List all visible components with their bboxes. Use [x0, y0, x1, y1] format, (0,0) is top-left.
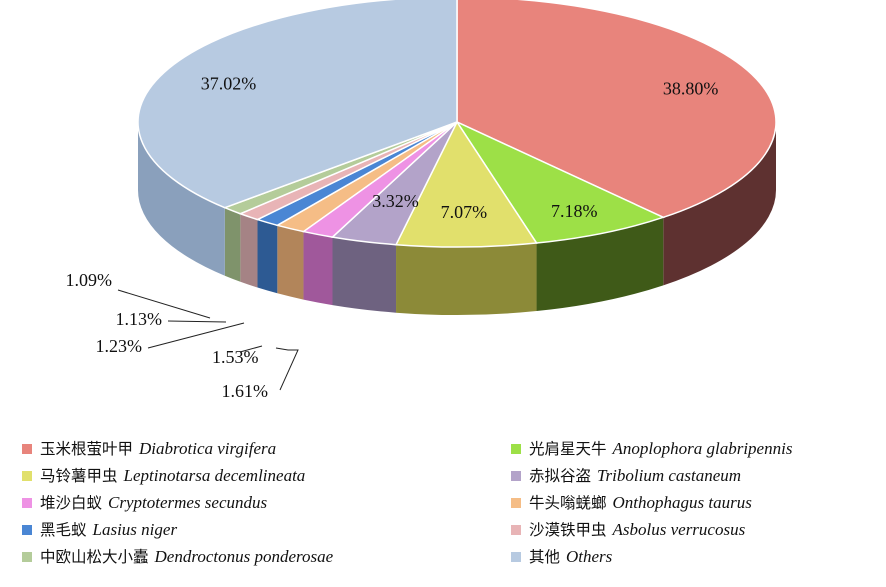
legend-item: 黑毛蚁 Lasius niger — [22, 517, 177, 543]
data-label-4: 3.32% — [372, 191, 419, 211]
data-label-9: 1.09% — [66, 270, 113, 290]
data-label-10: 37.02% — [201, 73, 257, 93]
legend-item: 堆沙白蚁 Cryptotermes secundus — [22, 490, 267, 516]
legend-swatch — [511, 471, 521, 481]
leader-line-5 — [275, 347, 299, 391]
leader-line-8 — [167, 320, 227, 323]
data-label-3: 7.07% — [441, 202, 488, 222]
pie-side-3 — [396, 243, 537, 315]
legend-chinese-name: 堆沙白蚁 — [40, 494, 103, 512]
legend-chinese-name: 黑毛蚁 — [40, 521, 87, 539]
legend-swatch — [511, 498, 521, 508]
legend-item: 光肩星天牛 Anoplophora glabripennis — [511, 436, 792, 462]
pie-top-faces — [137, 0, 777, 248]
pie-side-walls — [138, 122, 776, 315]
legend-item: 马铃薯甲虫 Leptinotarsa decemlineata — [22, 463, 305, 489]
legend-swatch — [511, 525, 521, 535]
pie-slice-1 — [456, 0, 777, 219]
pie-slice-10 — [137, 0, 458, 209]
pie-side-10 — [138, 122, 225, 276]
pie-side-5 — [303, 231, 333, 306]
data-label-1: 38.80% — [663, 78, 719, 98]
legend-swatch — [22, 471, 32, 481]
legend-swatch — [511, 552, 521, 562]
legend-scientific-name: Cryptotermes secundus — [108, 493, 268, 512]
legend-scientific-name: Anoplophora glabripennis — [612, 439, 793, 458]
legend-item: 玉米根萤叶甲 Diabrotica virgifera — [22, 436, 276, 462]
legend-chinese-name: 玉米根萤叶甲 — [40, 440, 134, 458]
pie-side-1 — [663, 122, 776, 286]
legend-scientific-name: Tribolium castaneum — [597, 466, 742, 485]
legend-swatch — [22, 525, 32, 535]
legend-item: 中欧山松大小蠹 Dendroctonus ponderosae — [22, 544, 333, 570]
data-label-2: 7.18% — [551, 201, 598, 221]
legend-scientific-name: Others — [566, 547, 613, 566]
legend-item: 其他 Others — [511, 544, 612, 570]
legend-swatch — [22, 498, 32, 508]
legend-scientific-name: Lasius niger — [92, 520, 178, 539]
legend-chinese-name: 马铃薯甲虫 — [40, 467, 118, 485]
legend-chinese-name: 其他 — [529, 548, 561, 566]
pie-side-7 — [257, 219, 278, 294]
legend-chinese-name: 中欧山松大小蠹 — [40, 548, 149, 566]
pie-side-8 — [240, 213, 258, 288]
legend-scientific-name: Leptinotarsa decemlineata — [123, 466, 306, 485]
chart-legend: 玉米根萤叶甲 Diabrotica virgifera 马铃薯甲虫 Leptinota… — [0, 436, 886, 586]
data-label-5: 1.61% — [222, 381, 269, 401]
legend-chinese-name: 牛头嗡蜣螂 — [529, 494, 607, 512]
legend-scientific-name: Diabrotica virgifera — [139, 439, 277, 458]
pie-chart: 38.80% 7.18% 7.07% 3.32% 1.61% 1.53% 1.23% 1.13… — [66, 0, 777, 401]
data-label-6: 1.53% — [212, 347, 259, 367]
leader-line-7 — [147, 322, 245, 349]
data-label-7: 1.23% — [96, 336, 143, 356]
pie-slice-2 — [454, 120, 666, 244]
leader-line-9 — [117, 289, 211, 319]
pie-side-2 — [536, 217, 664, 312]
legend-chinese-name: 光肩星天牛 — [529, 440, 607, 458]
data-label-8: 1.13% — [116, 309, 163, 329]
legend-scientific-name: Onthophagus taurus — [612, 493, 752, 512]
leader-line-6 — [239, 345, 263, 353]
legend-swatch — [22, 444, 32, 454]
legend-scientific-name: Dendroctonus ponderosae — [154, 547, 334, 566]
legend-item: 沙漠铁甲虫 Asbolus verrucosus — [511, 517, 745, 543]
legend-chinese-name: 赤拟谷盗 — [529, 467, 592, 485]
legend-chinese-name: 沙漠铁甲虫 — [529, 521, 607, 539]
pie-data-labels: 38.80% 7.18% 7.07% 3.32% 1.61% 1.53% 1.23% 1.13… — [66, 73, 719, 401]
pie-slice-3 — [394, 120, 538, 248]
legend-item: 牛头嗡蜣螂 Onthophagus taurus — [511, 490, 752, 516]
pie-side-9 — [224, 207, 241, 282]
legend-item: 赤拟谷盗 Tribolium castaneum — [511, 463, 741, 489]
legend-swatch — [22, 552, 32, 562]
pie-side-4 — [332, 237, 397, 313]
pie-side-6 — [277, 225, 304, 300]
legend-scientific-name: Asbolus verrucosus — [612, 520, 746, 539]
legend-swatch — [511, 444, 521, 454]
